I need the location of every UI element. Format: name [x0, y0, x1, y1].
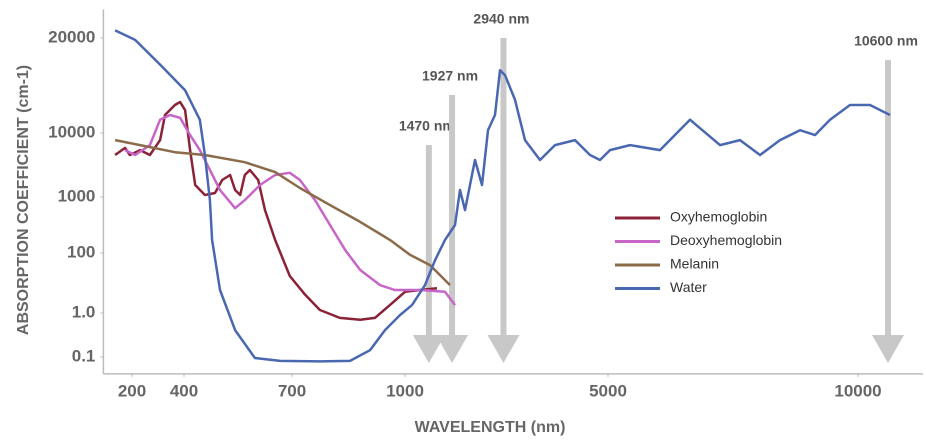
annotation: 1927 nm	[422, 68, 478, 84]
series-line	[114, 29, 891, 363]
y-tick-label: 0.1	[72, 346, 96, 365]
x-tick-label: 400	[170, 381, 198, 400]
x-tick-label: 200	[118, 381, 146, 400]
y-tick-label: 10000	[48, 122, 95, 141]
x-tick-label: 1000	[386, 381, 424, 400]
series-line	[114, 100, 438, 322]
x-tick-label: 5000	[589, 381, 627, 400]
arrow-head	[436, 335, 469, 363]
arrow-shaft	[885, 60, 891, 335]
y-axis-title: ABSORPTION COEFFICIENT (cm-1)	[15, 65, 32, 335]
legend-label: Oxyhemoglobin	[670, 209, 767, 225]
series-line	[124, 113, 456, 306]
arrow-shaft	[500, 38, 507, 335]
legend-label: Water	[670, 279, 707, 295]
annotation: 1470 nm	[399, 118, 455, 134]
arrow-shaft	[449, 95, 456, 335]
x-tick-label: 10000	[834, 381, 881, 400]
annotation: 10600 nm	[854, 33, 918, 49]
y-tick-label: 100	[67, 242, 95, 261]
legend-label: Deoxyhemoglobin	[670, 232, 782, 248]
x-axis-title: WAVELENGTH (nm)	[415, 419, 566, 436]
series-line	[114, 138, 451, 286]
arrow-shaft	[425, 145, 432, 335]
annotation: 2940 nm	[473, 11, 529, 27]
y-tick-label: 20000	[48, 27, 95, 46]
x-tick-label: 700	[278, 381, 306, 400]
y-tick-label: 1.0	[72, 302, 96, 321]
legend-label: Melanin	[670, 256, 719, 272]
arrow-head	[487, 335, 520, 363]
arrow-head	[872, 335, 904, 363]
arrow-head	[412, 335, 445, 363]
y-tick-label: 1000	[58, 186, 96, 205]
